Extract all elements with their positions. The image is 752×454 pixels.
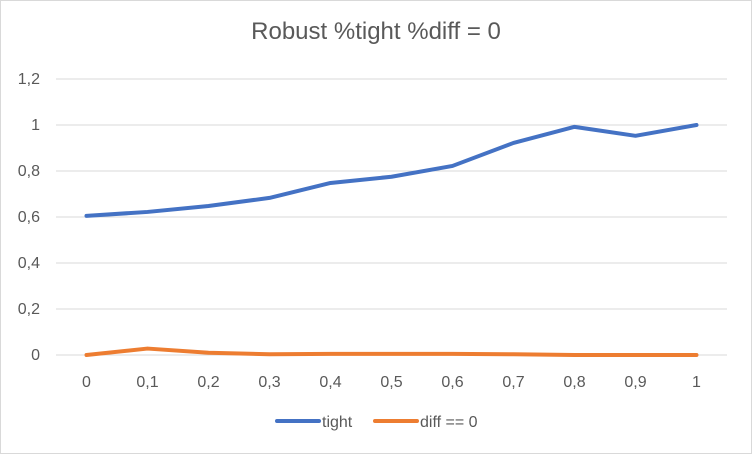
x-tick-label: 1 [692,374,701,391]
x-tick-label: 0,1 [136,374,158,391]
series-line-diff-0 [84,346,699,357]
y-tick-label: 0,4 [18,255,40,272]
x-tick-label: 0,6 [441,374,463,391]
chart-title: Robust %tight %diff = 0 [251,18,501,45]
x-tick-label: 0,2 [197,374,219,391]
legend-label: diff == 0 [420,414,478,431]
x-tick-label: 0,4 [319,374,341,391]
series-line-tight [84,123,699,218]
y-tick-label: 1 [31,117,40,134]
x-tick-label: 0,3 [258,374,280,391]
gridlines [56,78,727,356]
y-tick-label: 0,2 [18,301,40,318]
y-tick-label: 0,6 [18,209,40,226]
y-tick-label: 0,8 [18,163,40,180]
x-tick-label: 0,7 [502,374,524,391]
x-tick-label: 0,5 [380,374,402,391]
legend-label: tight [322,414,353,431]
legend: tight diff == 0 [275,414,478,431]
x-tick-label: 0 [82,374,91,391]
y-tick-label: 1,2 [18,71,40,88]
y-axis-ticks: 0 0,2 0,4 0,6 0,8 1 1,2 [18,71,40,364]
y-tick-label: 0 [31,347,40,364]
series-lines [84,123,699,357]
x-axis-ticks: 0 0,1 0,2 0,3 0,4 0,5 0,6 0,7 0,8 0,9 1 [82,374,701,391]
x-tick-label: 0,9 [624,374,646,391]
x-tick-label: 0,8 [563,374,585,391]
